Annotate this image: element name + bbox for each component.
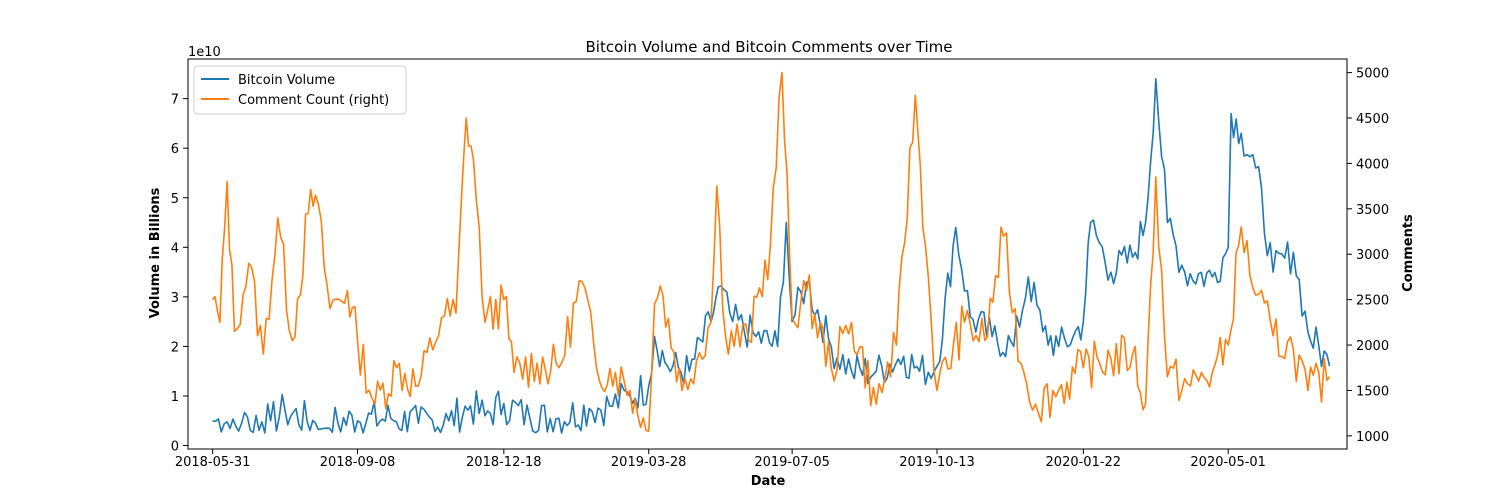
y-right-tick-label: 4000 bbox=[1356, 157, 1389, 172]
y-left-tick-label: 6 bbox=[171, 142, 179, 157]
legend: Bitcoin Volume Comment Count (right) bbox=[193, 65, 407, 115]
y-right-tick-label: 2500 bbox=[1356, 294, 1389, 309]
y-left-tick-label: 0 bbox=[171, 440, 179, 455]
x-tick-label: 2020-01-22 bbox=[1046, 455, 1122, 470]
x-tick-label: 2018-09-08 bbox=[320, 455, 396, 470]
x-tick-label: 2019-03-28 bbox=[611, 455, 687, 470]
y-right-tick-label: 1000 bbox=[1356, 430, 1389, 445]
legend-label-volume: Bitcoin Volume bbox=[238, 73, 335, 88]
x-tick-label: 2018-12-18 bbox=[466, 455, 542, 470]
y-left-tick-label: 7 bbox=[171, 93, 179, 108]
legend-box bbox=[193, 65, 407, 115]
x-tick-label: 2018-05-31 bbox=[175, 455, 251, 470]
series-line-bitcoin-volume bbox=[212, 78, 1331, 434]
y-right-tick-label: 4500 bbox=[1356, 112, 1389, 127]
y-right-tick-label: 2000 bbox=[1356, 339, 1389, 354]
chart-title: Bitcoin Volume and Bitcoin Comments over… bbox=[586, 38, 953, 56]
series-line-comment-count bbox=[211, 71, 1331, 433]
y-right-tick-label: 3000 bbox=[1356, 248, 1389, 263]
left-axis-multiplier: 1e10 bbox=[188, 45, 221, 60]
y-right-tick-label: 3500 bbox=[1356, 203, 1389, 218]
series-comment-count bbox=[211, 71, 1331, 433]
y-left-tick-label: 5 bbox=[171, 192, 179, 207]
x-tick-label: 2019-07-05 bbox=[754, 455, 830, 470]
left-axis: 0 1 2 3 4 5 6 7 bbox=[171, 93, 188, 455]
y-left-tick-label: 1 bbox=[171, 390, 179, 405]
y-right-tick-label: 5000 bbox=[1356, 67, 1389, 82]
legend-label-comments: Comment Count (right) bbox=[238, 93, 389, 108]
y-left-tick-label: 2 bbox=[171, 340, 179, 355]
y-left-tick-label: 3 bbox=[171, 291, 179, 306]
x-tick-label: 2019-10-13 bbox=[899, 455, 975, 470]
x-axis-title: Date bbox=[751, 474, 786, 489]
right-axis: 1000 1500 2000 2500 3000 3500 4000 4500 5000 bbox=[1347, 67, 1389, 445]
series-bitcoin-volume bbox=[212, 78, 1331, 434]
x-tick-label: 2020-05-01 bbox=[1190, 455, 1266, 470]
y-axis-right-title: Comments bbox=[1401, 214, 1416, 292]
x-axis: 2018-05-31 2018-09-08 2018-12-18 2019-03-28… bbox=[175, 449, 1266, 470]
y-left-tick-label: 4 bbox=[171, 241, 179, 256]
y-axis-left-title: Volume in Billions bbox=[148, 187, 163, 318]
y-right-tick-label: 1500 bbox=[1356, 384, 1389, 399]
